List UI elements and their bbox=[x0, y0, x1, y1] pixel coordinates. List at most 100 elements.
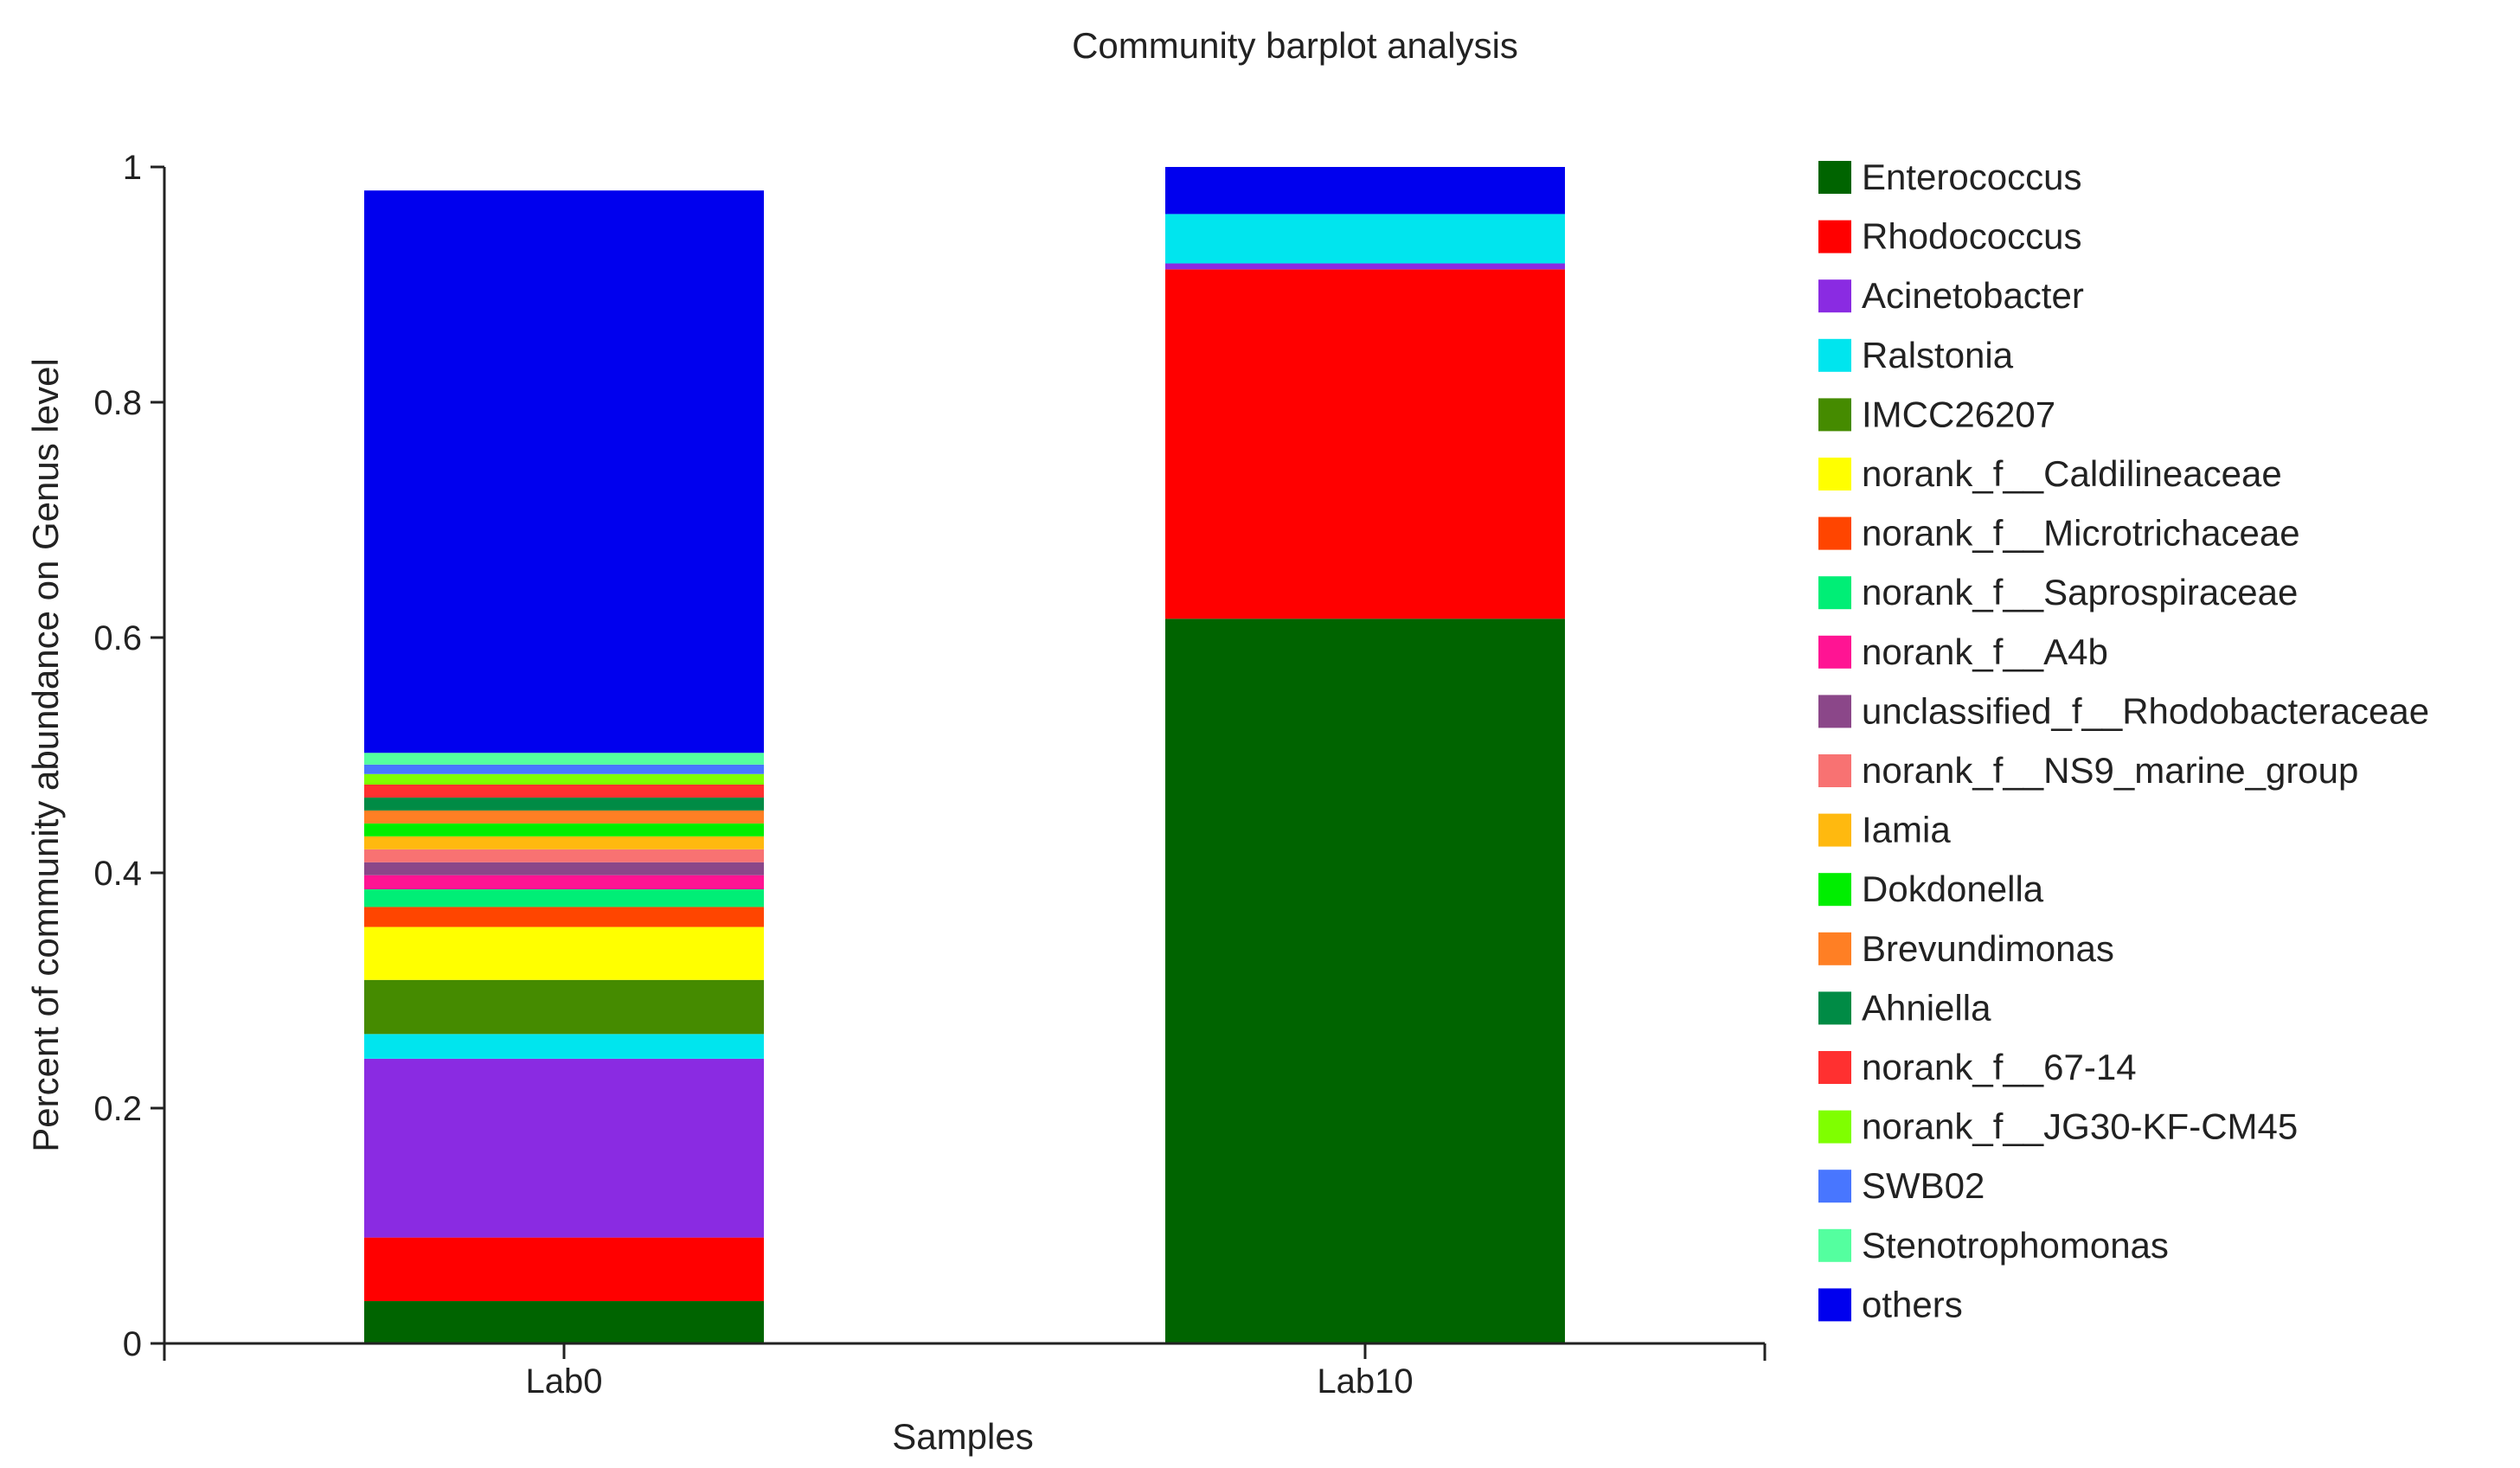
bar-segment-acinetobacter-lab10 bbox=[1165, 263, 1565, 270]
bar-segment-rhodococcus-lab0 bbox=[364, 1237, 764, 1302]
bar-segment-norank-f-jg30-kf-cm45-lab0 bbox=[364, 773, 764, 785]
y-tick-label: 0.8 bbox=[93, 384, 142, 422]
legend-swatch bbox=[1818, 813, 1851, 847]
bar-segment-brevundimonas-lab0 bbox=[364, 810, 764, 824]
x-axis-label: Samples bbox=[892, 1416, 1033, 1457]
legend-item: Ahniella bbox=[1818, 987, 1991, 1028]
bar-segment-unclassified-f-rhodobacteraceae-lab0 bbox=[364, 862, 764, 875]
legend-label: IMCC26207 bbox=[1862, 394, 2055, 434]
bar-segment-norank-f-ns9-marine-group-lab0 bbox=[364, 849, 764, 862]
legend-item: Enterococcus bbox=[1818, 157, 2081, 197]
bar-segment-ralstonia-lab0 bbox=[364, 1034, 764, 1059]
legend-label: norank_f__67-14 bbox=[1862, 1047, 2137, 1087]
legend-label: Rhodococcus bbox=[1862, 216, 2081, 257]
legend-item: SWB02 bbox=[1818, 1165, 1985, 1206]
legend-label: Stenotrophomonas bbox=[1862, 1225, 2169, 1266]
bar-segment-ahniella-lab0 bbox=[364, 797, 764, 811]
legend-item: Stenotrophomonas bbox=[1818, 1225, 2169, 1266]
bar-segment-norank-f-microtrichaceae-lab0 bbox=[364, 907, 764, 927]
bar-segment-enterococcus-lab0 bbox=[364, 1301, 764, 1343]
legend-label: norank_f__Microtrichaceae bbox=[1862, 513, 2300, 554]
legend-item: Brevundimonas bbox=[1818, 928, 2114, 969]
bar-segment-stenotrophomonas-lab0 bbox=[364, 753, 764, 765]
legend-swatch bbox=[1818, 1051, 1851, 1084]
legend-label: norank_f__A4b bbox=[1862, 631, 2108, 672]
bar-segment-enterococcus-lab10 bbox=[1165, 619, 1565, 1343]
legend-swatch bbox=[1818, 279, 1851, 313]
bar-segment-norank-f-saprospiraceae-lab0 bbox=[364, 889, 764, 907]
legend-swatch bbox=[1818, 161, 1851, 194]
legend-label: others bbox=[1862, 1284, 1963, 1324]
x-ticks: Lab0 Lab10 bbox=[526, 1343, 1414, 1401]
legend: Enterococcus Rhodococcus Acinetobacter Rals… bbox=[1818, 157, 2429, 1324]
legend-item: norank_f__A4b bbox=[1818, 631, 2108, 672]
y-tick-label: 1 bbox=[123, 149, 142, 187]
legend-swatch bbox=[1818, 576, 1851, 610]
bar-stack-lab0 bbox=[364, 190, 764, 1343]
legend-item: Iamia bbox=[1818, 810, 1951, 850]
legend-label: norank_f__Saprospiraceae bbox=[1862, 572, 2298, 612]
y-tick-label: 0.6 bbox=[93, 619, 142, 657]
bar-segment-norank-f-67-14-lab0 bbox=[364, 785, 764, 798]
legend-swatch bbox=[1818, 1110, 1851, 1144]
bar-segment-iamia-lab0 bbox=[364, 836, 764, 849]
legend-label: norank_f__JG30-KF-CM45 bbox=[1862, 1106, 2298, 1147]
bar-segment-acinetobacter-lab0 bbox=[364, 1058, 764, 1238]
legend-label: unclassified_f__Rhodobacteraceae bbox=[1862, 690, 2429, 731]
legend-item: Dokdonella bbox=[1818, 869, 2044, 909]
legend-item: norank_f__JG30-KF-CM45 bbox=[1818, 1106, 2298, 1147]
legend-swatch bbox=[1818, 220, 1851, 253]
legend-swatch bbox=[1818, 458, 1851, 490]
legend-label: Ralstonia bbox=[1862, 335, 2014, 375]
legend-swatch bbox=[1818, 516, 1851, 550]
legend-swatch bbox=[1818, 635, 1851, 669]
legend-item: Acinetobacter bbox=[1818, 275, 2084, 316]
legend-label: Enterococcus bbox=[1862, 157, 2081, 197]
legend-swatch bbox=[1818, 932, 1851, 965]
legend-swatch bbox=[1818, 991, 1851, 1025]
x-tick-label: Lab10 bbox=[1317, 1362, 1413, 1401]
legend-swatch bbox=[1818, 695, 1851, 728]
y-axis-label: Percent of community abundance on Genus … bbox=[25, 358, 66, 1152]
legend-label: norank_f__NS9_marine_group bbox=[1862, 750, 2358, 791]
bar-segment-dokdonella-lab0 bbox=[364, 823, 764, 837]
bar-segment-rhodococcus-lab10 bbox=[1165, 269, 1565, 619]
legend-swatch bbox=[1818, 1228, 1851, 1262]
y-ticks: 0 0.2 0.4 0.6 0.8 1 bbox=[93, 149, 164, 1363]
legend-swatch bbox=[1818, 1170, 1851, 1203]
bar-stack-lab10 bbox=[1165, 167, 1565, 1343]
legend-label: SWB02 bbox=[1862, 1165, 1985, 1206]
bar-stacks bbox=[364, 167, 1565, 1343]
bar-segment-swb02-lab0 bbox=[364, 764, 764, 774]
bar-segment-others-lab0 bbox=[364, 190, 764, 753]
bar-segment-norank-f-a4b-lab0 bbox=[364, 875, 764, 890]
legend-item: Ralstonia bbox=[1818, 335, 2014, 375]
legend-swatch bbox=[1818, 398, 1851, 432]
bar-segment-imcc26207-lab0 bbox=[364, 979, 764, 1035]
legend-item: norank_f__Caldilineaceae bbox=[1818, 453, 2282, 494]
legend-item: norank_f__NS9_marine_group bbox=[1818, 750, 2358, 791]
legend-swatch bbox=[1818, 873, 1851, 907]
legend-swatch bbox=[1818, 754, 1851, 787]
legend-label: Acinetobacter bbox=[1862, 275, 2084, 316]
legend-item: norank_f__Microtrichaceae bbox=[1818, 513, 2300, 554]
bar-segment-ralstonia-lab10 bbox=[1165, 214, 1565, 264]
legend-item: norank_f__Saprospiraceae bbox=[1818, 572, 2298, 612]
bar-segment-norank-f-caldilineaceae-lab0 bbox=[364, 926, 764, 980]
legend-item: unclassified_f__Rhodobacteraceae bbox=[1818, 690, 2429, 731]
legend-label: Dokdonella bbox=[1862, 869, 2044, 909]
legend-swatch bbox=[1818, 1288, 1851, 1322]
legend-label: Brevundimonas bbox=[1862, 928, 2114, 969]
y-tick-label: 0.2 bbox=[93, 1090, 142, 1128]
y-tick-label: 0 bbox=[123, 1325, 142, 1363]
legend-item: Rhodococcus bbox=[1818, 216, 2081, 257]
legend-label: Ahniella bbox=[1862, 987, 1991, 1028]
legend-label: norank_f__Caldilineaceae bbox=[1862, 453, 2282, 494]
legend-item: IMCC26207 bbox=[1818, 394, 2055, 434]
chart-title: Community barplot analysis bbox=[1072, 25, 1518, 66]
legend-swatch bbox=[1818, 338, 1851, 372]
bar-segment-others-lab10 bbox=[1165, 167, 1565, 215]
legend-label: Iamia bbox=[1862, 810, 1951, 850]
legend-item: others bbox=[1818, 1284, 1963, 1324]
